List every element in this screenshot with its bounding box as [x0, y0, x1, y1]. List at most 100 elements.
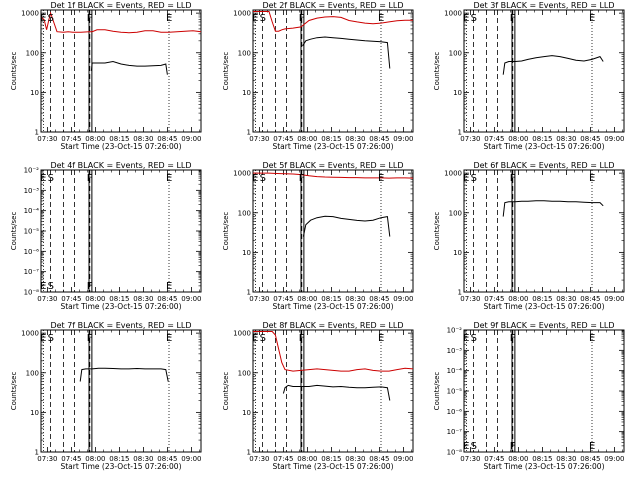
y-tick-label: 100	[238, 49, 251, 57]
flag-label-top: E	[589, 173, 595, 184]
panel-1: Det 1f BLACK = Events, RED = LLD 1 10 100 10…	[10, 1, 202, 151]
series-line-events	[302, 36, 391, 69]
y-tick-label: 1	[458, 129, 462, 137]
x-tick-label: 08:45	[580, 295, 600, 303]
y-tick-label: 10⁻²	[24, 167, 40, 175]
x-axis-label: Start Time (23-Oct-15 07:26:00)	[483, 302, 604, 311]
y-axis-label: Counts/sec	[222, 372, 230, 411]
x-axis-label: Start Time (23-Oct-15 07:26:00)	[60, 302, 181, 311]
x-axis-label: Start Time (23-Oct-15 07:26:00)	[60, 142, 181, 151]
y-tick-label: 10⁻⁴	[447, 367, 463, 375]
x-tick-label: 07:30	[249, 455, 269, 463]
y-axis-label: Counts/sec	[10, 212, 18, 251]
flag-label-top: S	[48, 333, 54, 344]
flag-label-top: S	[260, 173, 266, 184]
x-tick-label: 08:00	[508, 295, 528, 303]
x-tick-label: 08:45	[369, 295, 389, 303]
y-tick-label: 1000	[21, 10, 39, 18]
x-tick-label: 09:00	[604, 295, 624, 303]
flag-label-bottom: E	[589, 441, 595, 452]
x-tick-label: 07:45	[484, 135, 504, 143]
y-tick-label: 10	[30, 89, 39, 97]
x-tick-label: 08:15	[532, 455, 552, 463]
panel-title: Det 5f BLACK = Events, RED = LLD	[262, 161, 403, 170]
flag-label-bottom: F	[510, 441, 516, 452]
series-line-events	[502, 200, 604, 217]
x-tick-label: 08:30	[556, 295, 576, 303]
x-tick-label: 08:00	[297, 455, 317, 463]
panel-5: Det 5f BLACK = Events, RED = LLD 1 10 100 10…	[222, 161, 414, 311]
flag-label-top: S	[260, 13, 266, 24]
flag-label-top: F	[87, 13, 93, 24]
x-axis-label: Start Time (23-Oct-15 07:26:00)	[60, 462, 181, 471]
x-axis-label: Start Time (23-Oct-15 07:26:00)	[483, 142, 604, 151]
y-tick-label: 10⁻⁶	[447, 408, 463, 416]
y-tick-label: 10	[453, 89, 462, 97]
x-tick-label: 09:00	[604, 135, 624, 143]
x-tick-label: 07:45	[273, 455, 293, 463]
flag-label-bottom: E	[463, 441, 469, 452]
x-tick-label: 07:45	[273, 135, 293, 143]
x-tick-label: 07:45	[273, 295, 293, 303]
panel-2: Det 2f BLACK = Events, RED = LLD 1 10 100 10…	[222, 1, 414, 151]
y-tick-label: 10⁻⁷	[447, 428, 463, 436]
flag-label-top: S	[471, 13, 477, 24]
x-tick-label: 08:15	[109, 135, 129, 143]
flag-label-bottom: E	[40, 281, 46, 292]
panel-title: Det 6f BLACK = Events, RED = LLD	[473, 161, 614, 170]
x-tick-label: 07:45	[61, 135, 81, 143]
x-tick-label: 08:30	[133, 455, 153, 463]
y-tick-label: 1	[247, 289, 251, 297]
x-tick-label: 09:00	[181, 455, 201, 463]
x-tick-label: 08:30	[133, 295, 153, 303]
flag-label-top: F	[510, 13, 516, 24]
flag-label-top: E	[40, 173, 46, 184]
y-tick-label: 1000	[21, 330, 39, 338]
series-line-events	[79, 367, 169, 382]
flag-label-top: E	[589, 333, 595, 344]
x-tick-label: 07:30	[249, 135, 269, 143]
flag-label-top: E	[463, 333, 469, 344]
y-tick-label: 10⁻⁴	[24, 207, 40, 215]
x-tick-label: 09:00	[393, 455, 413, 463]
y-tick-label: 10⁻²	[447, 327, 463, 335]
y-tick-label: 1000	[233, 170, 251, 178]
x-tick-label: 08:15	[321, 455, 341, 463]
x-tick-label: 09:00	[181, 135, 201, 143]
flag-label-top: E	[252, 333, 258, 344]
y-axis-label: Counts/sec	[10, 372, 18, 411]
series-line-lld	[253, 11, 413, 32]
series-line-lld	[253, 331, 414, 372]
y-tick-label: 100	[238, 209, 251, 217]
y-tick-label: 1000	[444, 10, 462, 18]
x-tick-label: 07:45	[61, 295, 81, 303]
x-axis-label: Start Time (23-Oct-15 07:26:00)	[272, 142, 393, 151]
series-line-events	[502, 55, 604, 75]
series-line-lld	[40, 11, 202, 34]
y-tick-label: 100	[26, 49, 39, 57]
panel-9: Det 9f BLACK = Events, RED = LLD 10⁻⁸ 10⁻⁷…	[433, 321, 625, 471]
flag-label-top: E	[40, 13, 46, 24]
flag-label-top: E	[166, 13, 172, 24]
series-line-events	[90, 60, 168, 75]
x-tick-label: 07:30	[37, 295, 57, 303]
series-line-events	[282, 384, 391, 401]
flag-label-top: E	[166, 173, 172, 184]
x-tick-label: 07:45	[484, 295, 504, 303]
flag-label-top: F	[510, 173, 516, 184]
x-tick-label: 08:45	[580, 455, 600, 463]
plot-frame	[252, 169, 414, 293]
x-axis-label: Start Time (23-Oct-15 07:26:00)	[483, 462, 604, 471]
y-tick-label: 10	[242, 249, 251, 257]
flag-label-top: S	[48, 13, 54, 24]
x-tick-label: 07:45	[484, 455, 504, 463]
x-tick-label: 07:30	[460, 135, 480, 143]
flag-label-top: F	[87, 173, 93, 184]
x-tick-label: 07:30	[249, 295, 269, 303]
panel-title: Det 3f BLACK = Events, RED = LLD	[473, 1, 614, 10]
plot-frame	[252, 9, 414, 133]
x-tick-label: 09:00	[604, 455, 624, 463]
y-axis-label: Counts/sec	[222, 212, 230, 251]
series-line-events	[302, 215, 391, 237]
